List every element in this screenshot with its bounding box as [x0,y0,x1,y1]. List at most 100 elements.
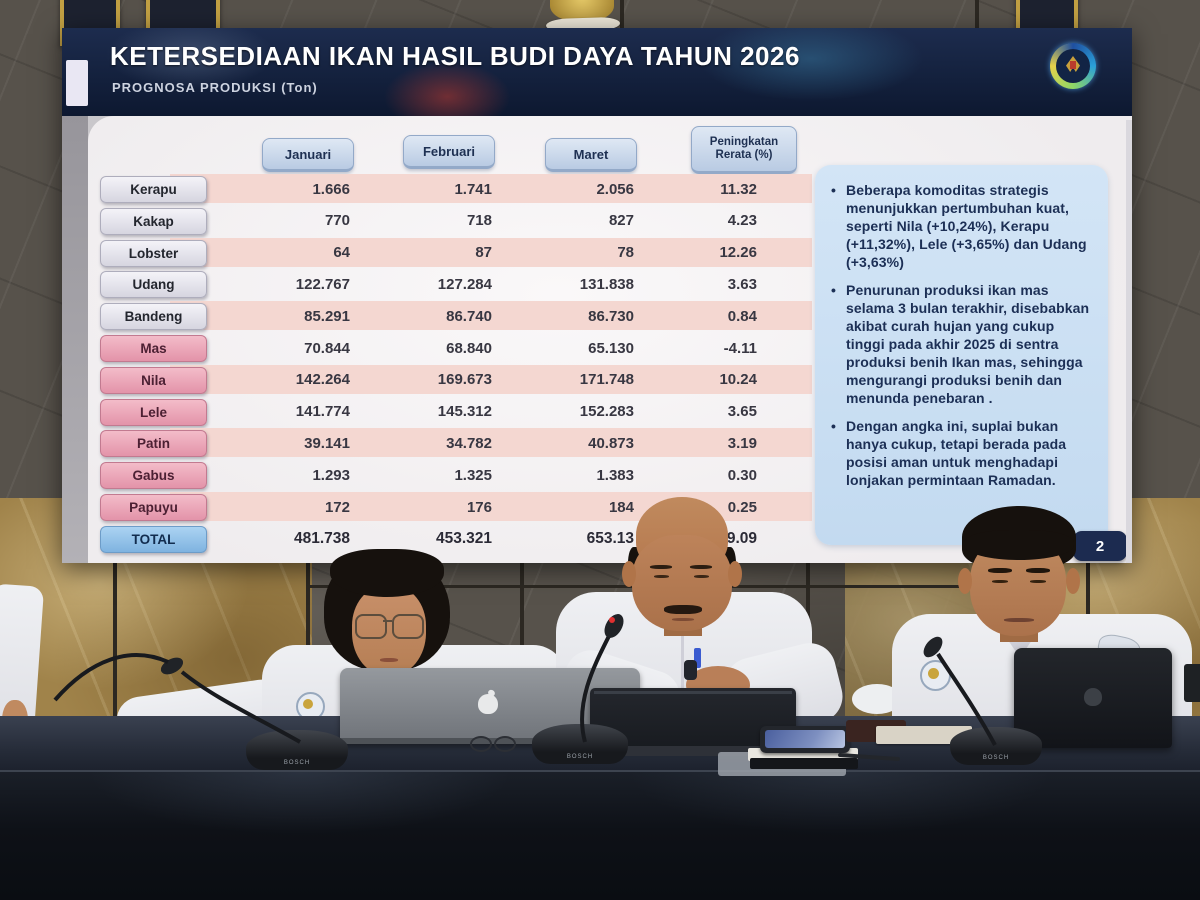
cell-value: 1.666 [312,180,350,198]
row-label-button: Gabus [100,462,207,490]
mustache [664,605,702,614]
column-header: Maret [545,138,637,172]
row-label-button: Udang [100,271,207,299]
eyeglasses-on-table [470,736,520,752]
slide-title: KETERSEDIAAN IKAN HASIL BUDI DAYA TAHUN … [110,41,800,71]
eye-left [654,575,669,578]
head [958,506,1080,642]
logo-red-mark [1070,61,1076,69]
table-row: Udang 122.767 127.284 131.838 3.63 [88,268,1132,300]
ear-left [958,568,972,594]
bullet-item: Beberapa komoditas strategis menunjukkan… [831,181,1094,271]
smartphone [760,726,850,753]
cell-value: 453.321 [435,529,492,547]
eyebrow-right [1026,568,1050,573]
table-cloth-front [0,772,1200,900]
cell-value: 171.748 [579,371,634,389]
row-stripe [170,174,812,203]
wall-seam [306,498,310,723]
cell-value: 770 [324,212,350,230]
cell-value: 0.25 [727,498,757,516]
cell-value: 3.63 [727,275,757,293]
tablet-edge [594,691,792,694]
table-row: Kerapu 1.666 1.741 2.056 11.32 [88,173,1132,205]
cell-value: 184 [608,498,634,516]
row-label-button: Nila [100,366,207,394]
cell-value: 145.312 [437,403,492,421]
cell-value: 65.130 [588,339,634,357]
eyebrow-right [690,565,712,569]
cell-value: 39.141 [304,434,350,452]
row-label-button: Patin [100,430,207,458]
column-header: Januari [262,138,354,172]
laptop-corner-far-right [1184,664,1200,702]
cell-value: 11.32 [720,180,757,198]
wall-seam [113,498,117,723]
slide-body: Januari Februari Maret Peningkatan Rerata (… [88,116,1132,563]
cell-value: 1.293 [312,466,350,484]
row-label-button: Kakap [100,207,207,235]
eye-left [992,580,1008,583]
hair-line [964,530,1074,560]
ear-left [622,561,636,587]
row-label-button: Lele [100,398,207,426]
glasses-lens [494,736,516,752]
ministry-logo-icon [1050,43,1096,89]
eyebrow-left [650,565,672,569]
cell-value: 141.774 [295,403,350,421]
cell-value: 127.284 [437,275,492,293]
page-number-badge: 2 [1073,531,1127,561]
cell-value: 1.383 [596,466,634,484]
mic-brand-label: BOSCH [283,760,311,766]
cell-value: 64 [333,244,350,262]
tablet-keyboard-base [584,746,802,756]
slide-left-gutter [62,116,88,563]
projection-screen: KETERSEDIAAN IKAN HASIL BUDI DAYA TAHUN … [62,28,1132,563]
row-label-button: TOTAL [100,525,207,553]
mouth [672,618,694,621]
eye-right [1030,580,1046,583]
badge-emblem [303,699,313,709]
pen-clip [694,648,701,668]
cell-value: 40.873 [588,434,634,452]
cell-value: 3.65 [727,403,757,421]
cell-value: 9.09 [726,529,757,547]
wristwatch [684,660,697,680]
table-row: Kakap 770 718 827 4.23 [88,205,1132,237]
cell-value: 34.782 [446,434,492,452]
table-row: Mas 70.844 68.840 65.130 -4.11 [88,332,1132,364]
smartphone-screen [765,730,845,748]
table-row: Lobster 64 87 78 12.26 [88,237,1132,269]
cell-value: 122.767 [295,275,350,293]
bullet-item: Penurunan produksi ikan mas selama 3 bul… [831,281,1094,407]
cell-value: -4.11 [723,339,757,357]
cell-value: 827 [608,212,634,230]
crest-emblem [550,0,614,22]
table-row: TOTAL 481.738 453.321 653.13 9.09 [88,523,1132,555]
highlights-panel: Beberapa komoditas strategis menunjukkan… [815,165,1108,545]
cell-value: 70.844 [304,339,350,357]
cell-value: 131.838 [579,275,634,293]
head [622,497,742,637]
cell-value: 86.740 [446,307,492,325]
cell-value: 481.738 [293,529,350,547]
wall-seam [520,560,524,723]
eye-right [694,575,709,578]
row-label-button: Kerapu [100,176,207,203]
row-stripe [170,237,812,267]
macbook-black [1014,648,1172,748]
cell-value: 86.730 [588,307,634,325]
cell-value: 172 [324,498,350,516]
row-label-button: Mas [100,335,207,362]
row-stripe [170,301,812,331]
slide-subtitle: PROGNOSA PRODUKSI (Ton) [112,80,318,95]
mouth [380,658,398,662]
cell-value: 87 [475,244,492,262]
cell-value: 78 [617,244,634,262]
column-header: Peningkatan Rerata (%) [691,126,797,174]
cell-value: 68.840 [446,339,492,357]
apple-logo-icon [478,694,498,714]
cell-value: 12.26 [719,244,757,262]
bullet-item: Dengan angka ini, suplai bukan hanya cuk… [831,417,1094,489]
